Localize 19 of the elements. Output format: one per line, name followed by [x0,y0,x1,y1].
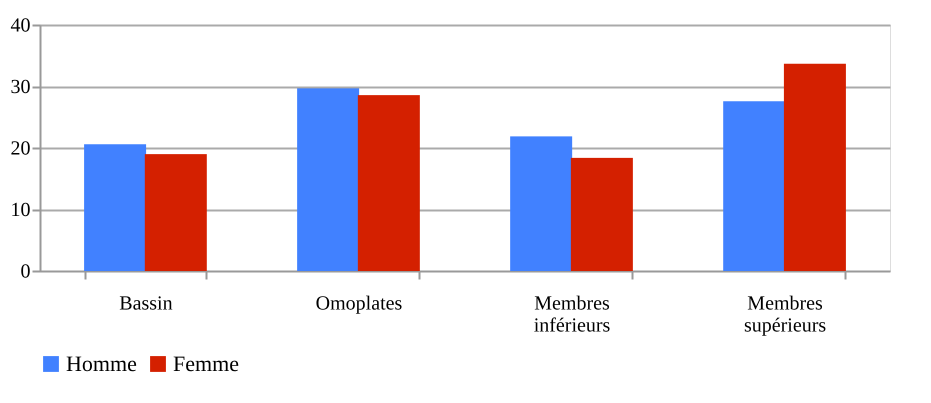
bar [358,95,420,271]
legend-label: Femme [173,351,239,376]
x-tick-label: Omoplates [316,292,403,314]
y-tick-label: 40 [10,14,30,36]
x-tick-label: Membres supérieurs [744,292,826,336]
y-tick-label: 20 [10,138,30,160]
bar [297,88,360,271]
y-tick-label: 30 [10,76,30,98]
bar [510,136,572,271]
y-tick-label: 0 [20,260,30,282]
bar [84,144,146,271]
bar [570,158,633,271]
legend-label: Homme [66,351,137,376]
bar [784,64,846,271]
bar [723,101,786,271]
bar [144,154,207,271]
x-tick-label: Bassin [119,292,173,314]
y-tick-label: 10 [10,199,30,221]
x-tick-label: Membres inférieurs [534,292,611,336]
